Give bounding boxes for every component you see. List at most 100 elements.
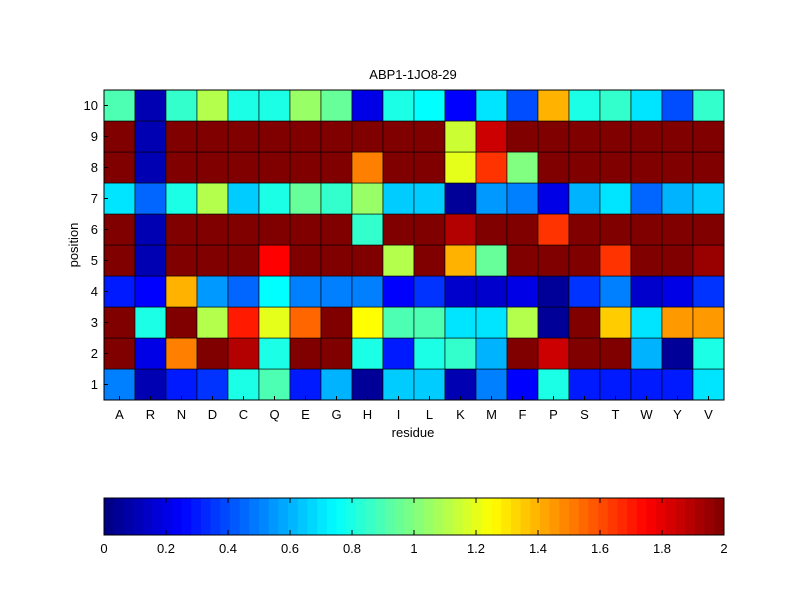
colorbar-segment xyxy=(636,498,647,535)
heatmap-cell xyxy=(413,213,446,246)
heatmap-cell xyxy=(506,306,539,339)
heatmap-cell xyxy=(475,213,508,246)
heatmap-cell xyxy=(444,244,477,277)
heatmap-cell xyxy=(475,368,508,401)
heatmap-cell xyxy=(661,120,694,153)
heatmap-cell xyxy=(599,368,632,401)
heatmap-cell xyxy=(196,182,229,215)
colorbar-segment xyxy=(336,498,347,535)
x-tick-label: V xyxy=(704,407,713,422)
colorbar-segment xyxy=(578,498,589,535)
heatmap-cell xyxy=(134,306,167,339)
heatmap-cell xyxy=(537,89,570,122)
colorbar-segment xyxy=(714,498,725,535)
heatmap-cell xyxy=(196,151,229,184)
heatmap-cell xyxy=(568,151,601,184)
x-tick-label: M xyxy=(486,407,497,422)
heatmap-cell xyxy=(537,213,570,246)
x-tick-label: W xyxy=(640,407,653,422)
colorbar-tick-label: 1.6 xyxy=(591,541,609,556)
heatmap-cell xyxy=(630,275,663,308)
heatmap-cell xyxy=(661,368,694,401)
heatmap-cell xyxy=(103,244,136,277)
heatmap-cell xyxy=(382,89,415,122)
colorbar-tick-label: 1 xyxy=(410,541,417,556)
heatmap-cell xyxy=(568,89,601,122)
heatmap-cell xyxy=(196,306,229,339)
heatmap-cell xyxy=(630,120,663,153)
x-tick-label: F xyxy=(519,407,527,422)
colorbar-segment xyxy=(113,498,124,535)
heatmap-cell xyxy=(413,89,446,122)
heatmap-cell xyxy=(351,244,384,277)
heatmap-cell xyxy=(599,89,632,122)
heatmap-cell xyxy=(196,120,229,153)
colorbar-segment xyxy=(617,498,628,535)
heatmap-cell xyxy=(289,306,322,339)
colorbar-segment xyxy=(598,498,609,535)
heatmap-cell xyxy=(506,120,539,153)
x-tick-label: N xyxy=(177,407,186,422)
heatmap-cell xyxy=(103,120,136,153)
heatmap-cell xyxy=(320,275,353,308)
colorbar-segment xyxy=(181,498,192,535)
colorbar-segment xyxy=(433,498,444,535)
heatmap-cell xyxy=(227,337,260,370)
heatmap-cell xyxy=(692,244,725,277)
heatmap-cell xyxy=(165,213,198,246)
heatmap-cell xyxy=(506,275,539,308)
heatmap-cell xyxy=(506,244,539,277)
plot-frame xyxy=(103,89,725,401)
heatmap-cell xyxy=(413,337,446,370)
heatmap-cell xyxy=(506,337,539,370)
colorbar-segment xyxy=(268,498,279,535)
heatmap-cell xyxy=(475,337,508,370)
x-tick-label: A xyxy=(115,407,124,422)
heatmap-cell xyxy=(289,337,322,370)
heatmap-cell xyxy=(692,182,725,215)
x-tick-label: P xyxy=(549,407,558,422)
x-tick-label: C xyxy=(239,407,248,422)
y-tick-label: 7 xyxy=(91,191,98,206)
colorbar-segment xyxy=(200,498,211,535)
colorbar-tick-label: 1.4 xyxy=(529,541,547,556)
heatmap-cell xyxy=(661,213,694,246)
heatmap-cell xyxy=(537,182,570,215)
colorbar-segment xyxy=(685,498,696,535)
heatmap-cell xyxy=(258,275,291,308)
heatmap-cell xyxy=(692,337,725,370)
colorbar-segment xyxy=(307,498,318,535)
colorbar-segment xyxy=(530,498,541,535)
colorbar-segment xyxy=(656,498,667,535)
heatmap-cell xyxy=(444,182,477,215)
heatmap-cell xyxy=(661,182,694,215)
heatmap-cell xyxy=(568,306,601,339)
heatmap-cell xyxy=(475,244,508,277)
y-tick-label: 5 xyxy=(91,253,98,268)
heatmap-cell xyxy=(134,337,167,370)
heatmap-cell xyxy=(413,182,446,215)
heatmap-cell xyxy=(692,151,725,184)
heatmap-cell xyxy=(134,244,167,277)
heatmap-cell xyxy=(444,368,477,401)
heatmap-cell xyxy=(475,275,508,308)
heatmap-cell xyxy=(568,182,601,215)
heatmap-cell xyxy=(351,306,384,339)
heatmap-cell xyxy=(227,306,260,339)
heatmap-cell xyxy=(103,151,136,184)
colorbar-segment xyxy=(346,498,357,535)
heatmap-cell xyxy=(475,89,508,122)
heatmap-cell xyxy=(134,182,167,215)
heatmap-cell xyxy=(165,120,198,153)
colorbar-segment xyxy=(675,498,686,535)
heatmap-cell xyxy=(103,213,136,246)
heatmap-cell xyxy=(475,182,508,215)
colorbar-segment xyxy=(452,498,463,535)
colorbar-tick-label: 1.2 xyxy=(467,541,485,556)
heatmap-cell xyxy=(134,213,167,246)
heatmap-cell xyxy=(630,306,663,339)
colorbar-segment xyxy=(559,498,570,535)
colorbar-segment xyxy=(549,498,560,535)
colorbar xyxy=(103,497,725,536)
colorbar-segment xyxy=(288,498,299,535)
